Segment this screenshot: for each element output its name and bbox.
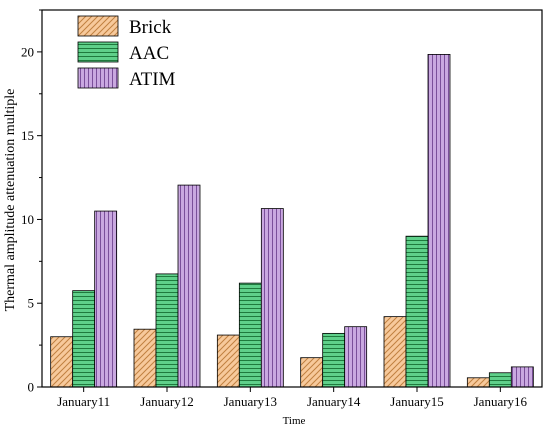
y-tick-label: 15 (21, 128, 34, 143)
bar-brick-january14 (300, 357, 324, 388)
legend-swatch-aac (77, 41, 119, 63)
legend-swatch-brick (77, 15, 119, 37)
bar-atim-january14 (344, 326, 368, 388)
bar-aac-january11 (72, 290, 96, 388)
bar-atim-january11 (94, 210, 118, 388)
plot-frame (41, 9, 543, 388)
bars-group (50, 54, 534, 388)
legend-label-aac: AAC (129, 43, 169, 64)
bar-aac-january16 (488, 372, 512, 388)
bar-aac-january15 (405, 235, 429, 388)
y-tick-label: 10 (21, 212, 34, 227)
x-tick-label: January12 (140, 394, 193, 409)
x-tick-label: January13 (224, 394, 277, 409)
bar-aac-january14 (322, 332, 346, 388)
x-tick-label: January15 (390, 394, 443, 409)
bar-brick-january15 (383, 316, 407, 388)
y-tick-label: 0 (28, 380, 35, 395)
bar-brick-january16 (466, 377, 490, 388)
x-axis-title: Time (283, 415, 306, 427)
x-tick-label: January14 (307, 394, 361, 409)
bar-brick-january12 (133, 328, 157, 388)
x-tick-label: January11 (57, 394, 110, 409)
y-axis-ticks: 0 5 10 15 20 (21, 9, 42, 395)
legend: Brick AAC ATIM (77, 15, 176, 90)
x-axis-ticks: January11 January12 January13 January14 Janu… (57, 387, 528, 409)
x-tick-label: January16 (474, 394, 528, 409)
legend-swatch-atim (77, 67, 119, 89)
legend-label-atim: ATIM (129, 69, 176, 90)
bar-brick-january11 (50, 336, 74, 388)
bar-atim-january13 (260, 208, 284, 388)
bar-atim-january16 (510, 366, 534, 388)
bar-aac-january13 (238, 282, 262, 388)
bar-atim-january12 (177, 184, 201, 388)
bar-aac-january12 (155, 273, 179, 388)
legend-label-brick: Brick (129, 17, 172, 38)
y-axis-title: Thermal amplitude attenuation multiple (3, 89, 18, 312)
bar-brick-january13 (216, 334, 240, 388)
y-tick-label: 5 (28, 296, 35, 311)
bar-atim-january15 (427, 54, 451, 388)
y-tick-label: 20 (21, 44, 34, 59)
